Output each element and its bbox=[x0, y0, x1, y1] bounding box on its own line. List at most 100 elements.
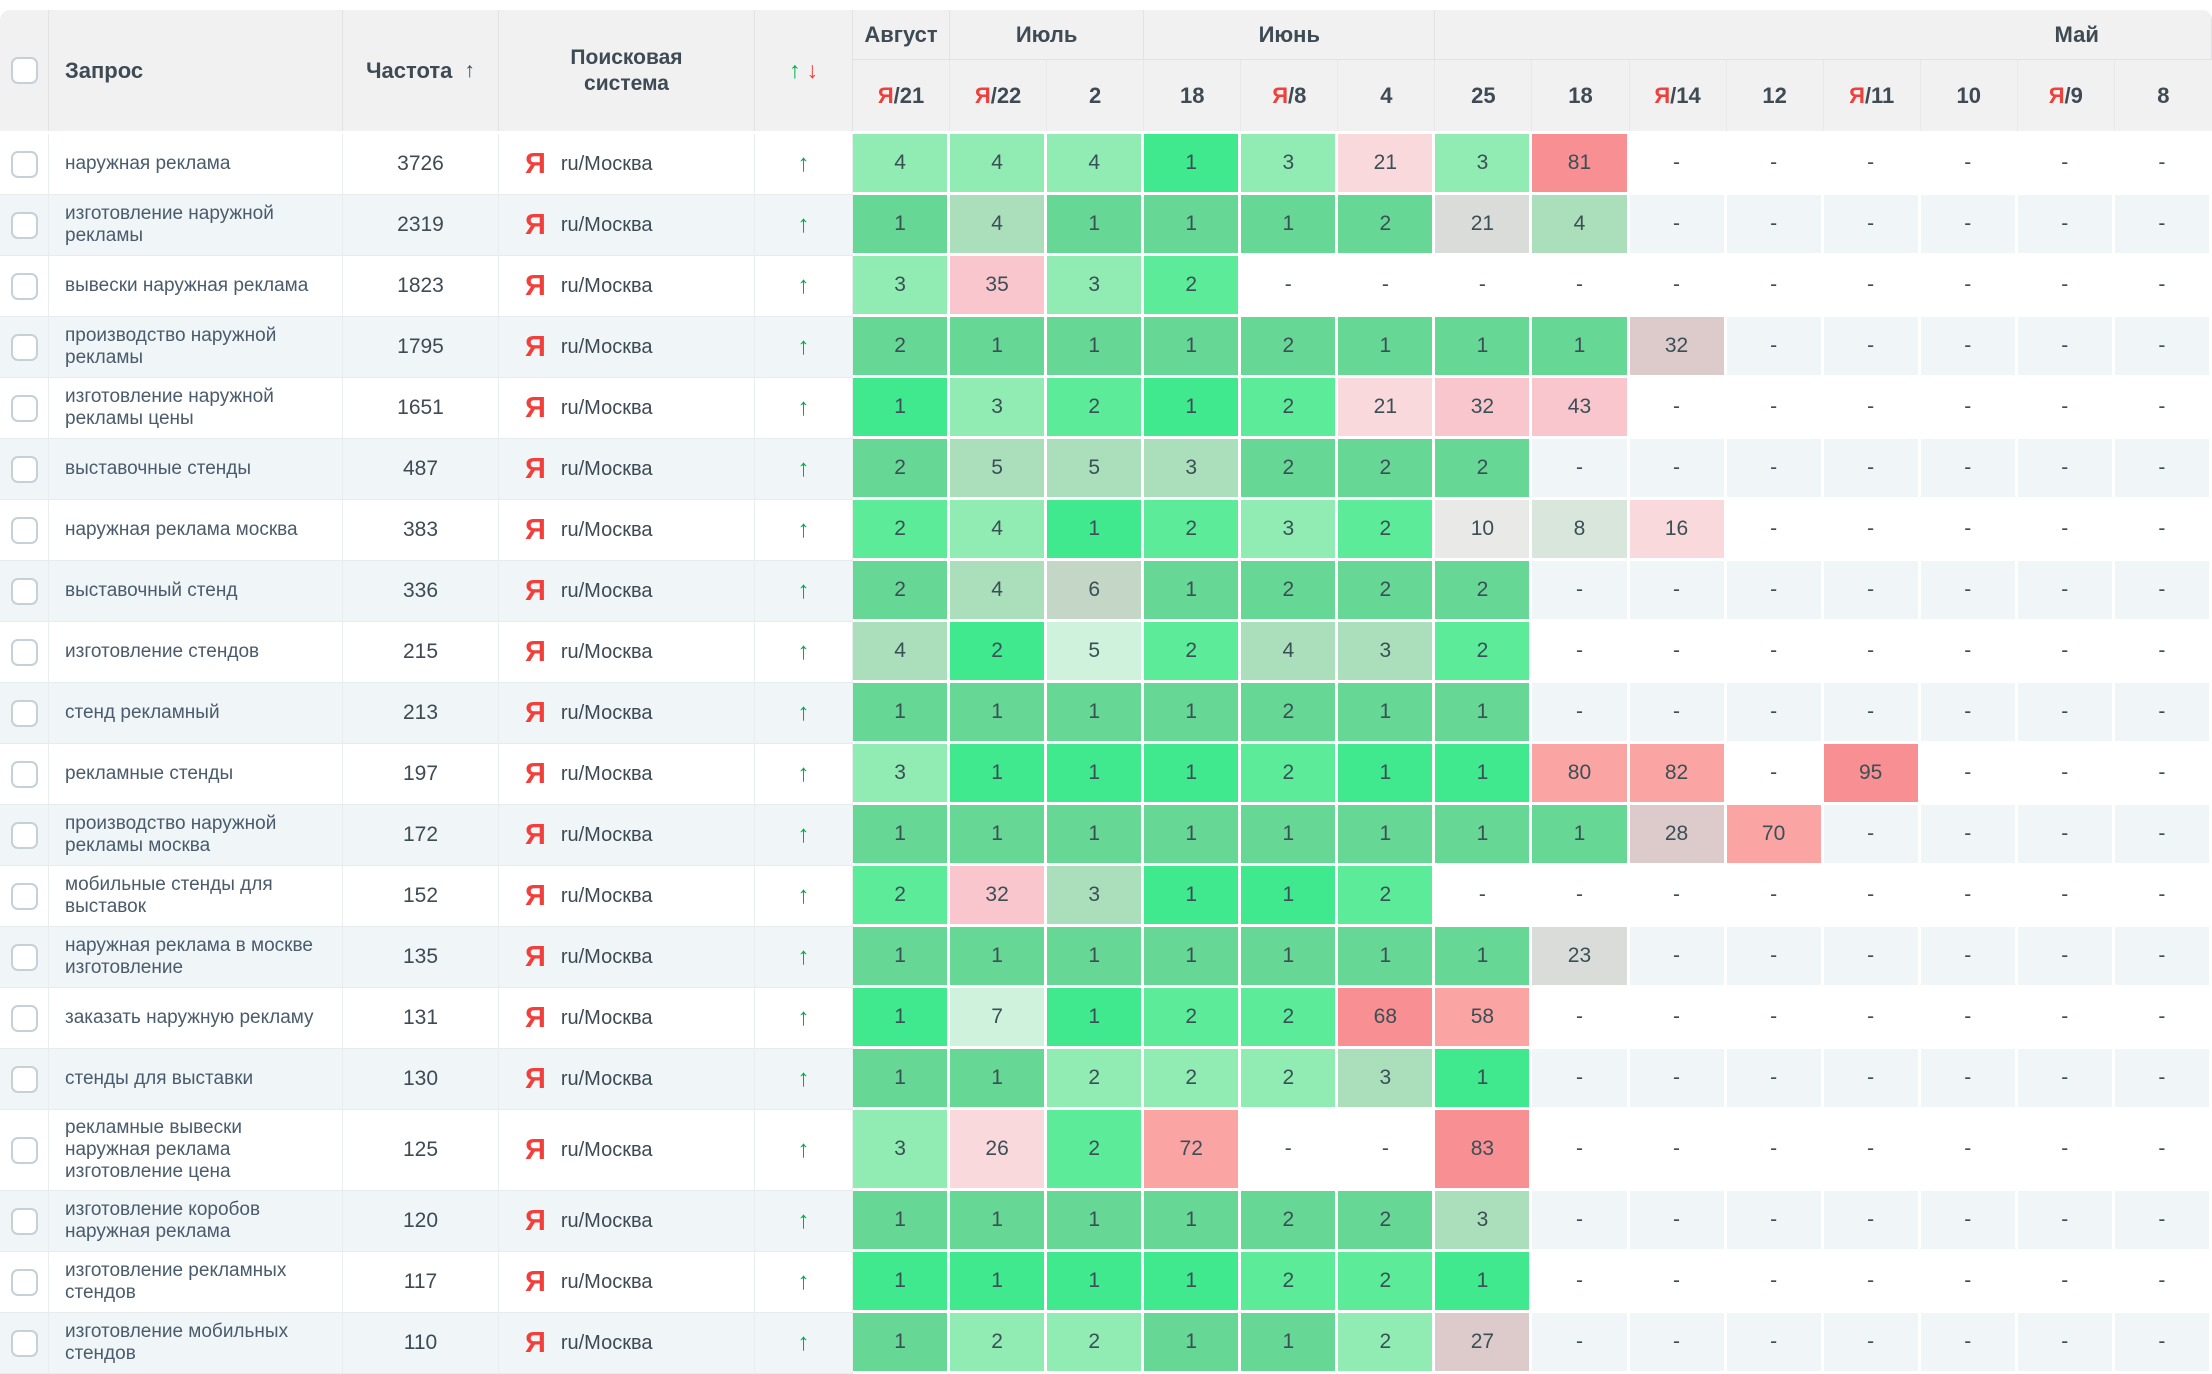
query-text[interactable]: рекламные вывески наружная реклама изгот… bbox=[65, 1117, 242, 1182]
position-cell: 4 bbox=[1241, 622, 1339, 683]
query-text[interactable]: наружная реклама москва bbox=[65, 519, 298, 540]
row-checkbox[interactable] bbox=[10, 272, 38, 300]
position-cell: - bbox=[1726, 622, 1824, 683]
query-text[interactable]: рекламные стенды bbox=[65, 763, 234, 784]
query-text[interactable]: выставочные стенды bbox=[65, 458, 252, 479]
date-column-header[interactable]: 18 bbox=[1144, 60, 1242, 131]
query-text[interactable]: производство наружной рекламы bbox=[65, 325, 277, 368]
row-checkbox[interactable] bbox=[10, 333, 38, 361]
trend-up-icon: ↑ bbox=[797, 333, 810, 360]
yandex-icon: Я bbox=[525, 452, 546, 485]
date-column-header[interactable]: 12 bbox=[1727, 60, 1824, 131]
date-column-header[interactable]: Я/9 bbox=[2018, 60, 2115, 131]
date-column-header[interactable]: Я/21 bbox=[853, 60, 951, 131]
row-checkbox[interactable] bbox=[10, 455, 38, 483]
row-checkbox[interactable] bbox=[10, 821, 38, 849]
position-cell: 1 bbox=[1047, 805, 1145, 866]
row-checkbox-cell bbox=[0, 378, 49, 439]
trend-cell: ↑ bbox=[755, 195, 853, 256]
row-checkbox[interactable] bbox=[10, 882, 38, 910]
position-cell: - bbox=[2017, 1191, 2115, 1252]
position-cell: - bbox=[1629, 1191, 1727, 1252]
query-text[interactable]: стенд рекламный bbox=[65, 702, 220, 723]
date-label: 4 bbox=[1380, 82, 1393, 108]
position-cell: 28 bbox=[1629, 805, 1727, 866]
date-column-header[interactable]: Я/22 bbox=[950, 60, 1048, 131]
position-cell: 1 bbox=[1144, 561, 1242, 622]
frequency-cell: 117 bbox=[343, 1252, 499, 1313]
row-checkbox[interactable] bbox=[10, 699, 38, 727]
row-checkbox[interactable] bbox=[10, 1136, 38, 1164]
date-column-header[interactable]: 25 bbox=[1435, 60, 1533, 131]
position-cell: - bbox=[1823, 195, 1921, 256]
date-column-header[interactable]: 2 bbox=[1047, 60, 1145, 131]
engine-region: ru/Москва bbox=[560, 640, 653, 663]
row-checkbox[interactable] bbox=[10, 1065, 38, 1093]
position-cell: - bbox=[1823, 1313, 1921, 1374]
position-cell: - bbox=[2017, 1049, 2115, 1110]
position-cell: 32 bbox=[1629, 317, 1727, 378]
position-cell: - bbox=[2017, 1252, 2115, 1313]
query-column-label: Запрос bbox=[65, 57, 144, 83]
row-checkbox[interactable] bbox=[10, 1207, 38, 1235]
row-checkbox[interactable] bbox=[10, 1004, 38, 1032]
query-text[interactable]: стенды для выставки bbox=[65, 1068, 254, 1089]
row-checkbox[interactable] bbox=[10, 516, 38, 544]
query-text[interactable]: изготовление стендов bbox=[65, 641, 260, 662]
query-text[interactable]: изготовление наружной рекламы цены bbox=[65, 386, 274, 429]
trend-cell: ↑ bbox=[755, 927, 853, 988]
date-column-header[interactable]: 18 bbox=[1532, 60, 1630, 131]
row-checkbox[interactable] bbox=[10, 943, 38, 971]
trend-up-icon: ↑ bbox=[797, 699, 810, 726]
row-checkbox[interactable] bbox=[10, 394, 38, 422]
select-all-checkbox[interactable] bbox=[10, 57, 38, 84]
row-checkbox[interactable] bbox=[10, 760, 38, 788]
row-checkbox[interactable] bbox=[10, 211, 38, 239]
row-checkbox[interactable] bbox=[10, 577, 38, 605]
row-checkbox[interactable] bbox=[10, 150, 38, 178]
date-column-header[interactable]: 10 bbox=[1921, 60, 2018, 131]
position-cell: - bbox=[2114, 256, 2212, 317]
query-text[interactable]: мобильные стенды для выставок bbox=[65, 874, 273, 917]
query-text[interactable]: изготовление мобильных стендов bbox=[65, 1321, 289, 1364]
date-column-header[interactable]: 8 bbox=[2115, 60, 2212, 131]
query-text[interactable]: заказать наружную рекламу bbox=[65, 1007, 314, 1028]
query-text[interactable]: изготовление коробов наружная реклама bbox=[65, 1199, 261, 1242]
query-text[interactable]: изготовление рекламных стендов bbox=[65, 1260, 287, 1303]
query-cell: рекламные вывески наружная реклама изгот… bbox=[49, 1110, 343, 1191]
position-cell: 4 bbox=[950, 500, 1048, 561]
date-column-header[interactable]: Я/11 bbox=[1824, 60, 1921, 131]
column-header-trend[interactable]: ↑ ↓ bbox=[755, 10, 853, 131]
date-column-header[interactable]: Я/8 bbox=[1241, 60, 1339, 131]
row-checkbox[interactable] bbox=[10, 638, 38, 666]
position-cell: 2 bbox=[1241, 1049, 1339, 1110]
position-cell: 68 bbox=[1338, 988, 1436, 1049]
position-cell: - bbox=[1629, 561, 1727, 622]
query-text[interactable]: производство наружной рекламы москва bbox=[65, 813, 277, 856]
position-cell: 1 bbox=[1144, 134, 1242, 195]
trend-cell: ↑ bbox=[755, 1252, 853, 1313]
column-header-frequency[interactable]: Частота ↑ bbox=[343, 10, 499, 131]
date-column-header[interactable]: 4 bbox=[1338, 60, 1436, 131]
query-text[interactable]: наружная реклама в москве изготовление bbox=[65, 935, 313, 978]
position-cell: 1 bbox=[1144, 1191, 1242, 1252]
query-text[interactable]: наружная реклама bbox=[65, 153, 231, 174]
position-cell: - bbox=[2017, 927, 2115, 988]
frequency-column-label: Частота bbox=[366, 57, 453, 83]
query-text[interactable]: выставочный стенд bbox=[65, 580, 238, 601]
position-cell: - bbox=[1532, 683, 1630, 744]
query-text[interactable]: вывески наружная реклама bbox=[65, 275, 309, 296]
position-cell: 7 bbox=[950, 988, 1048, 1049]
position-cell: - bbox=[1532, 1313, 1630, 1374]
position-cell: 3 bbox=[950, 378, 1048, 439]
query-text[interactable]: изготовление наружной рекламы bbox=[65, 203, 274, 246]
position-cell: 2 bbox=[1241, 439, 1339, 500]
trend-up-icon: ↑ bbox=[797, 1207, 810, 1234]
position-cell: 1 bbox=[1144, 195, 1242, 256]
position-cell: - bbox=[1726, 256, 1824, 317]
position-cell: - bbox=[2114, 744, 2212, 805]
row-checkbox[interactable] bbox=[10, 1329, 38, 1357]
row-checkbox[interactable] bbox=[10, 1268, 38, 1296]
date-column-header[interactable]: Я/14 bbox=[1630, 60, 1727, 131]
